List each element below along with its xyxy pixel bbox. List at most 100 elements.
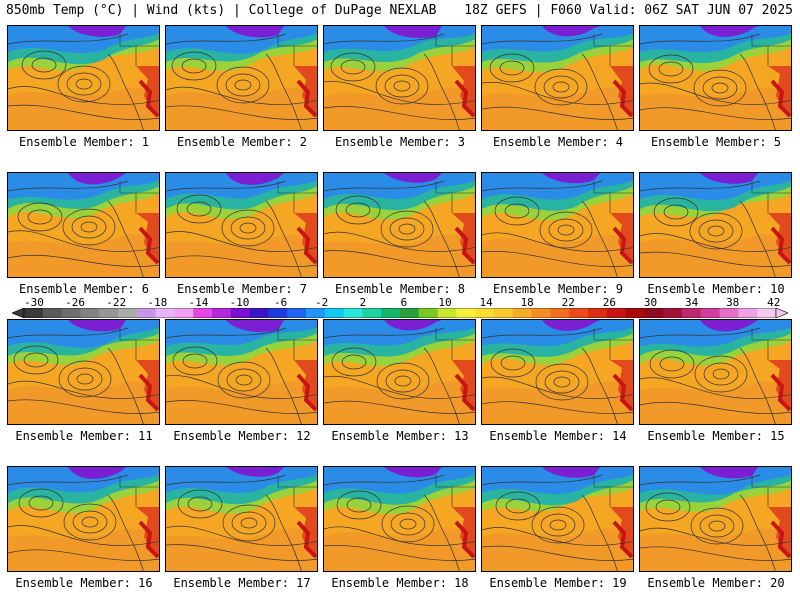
colorbar-swatch: [212, 308, 232, 318]
colorbar-swatch: [324, 308, 344, 318]
ensemble-member-label: Ensemble Member: 2: [176, 135, 308, 149]
ensemble-member-map: [481, 25, 634, 131]
ensemble-member-map: [481, 466, 634, 572]
colorbar-swatch: [193, 308, 213, 318]
colorbar-swatch: [663, 308, 683, 318]
temperature-colorbar: -30 -26 -22 -18 -14 -10 -6 -2 2 6 10 14 18 22 26 30 34 38…: [12, 296, 788, 320]
ensemble-member-label: Ensemble Member: 20: [647, 576, 785, 590]
colorbar-swatch: [569, 308, 589, 318]
colorbar-swatch: [625, 308, 645, 318]
colorbar-swatch: [588, 308, 608, 318]
colorbar-swatch: [606, 308, 626, 318]
colorbar-swatch: [155, 308, 175, 318]
colorbar-swatch: [437, 308, 457, 318]
colorbar-tick-label: 26: [602, 296, 617, 309]
colorbar-swatch: [42, 308, 62, 318]
ensemble-member-label: Ensemble Member: 17: [173, 576, 311, 590]
ensemble-member-map: [481, 172, 634, 278]
colorbar-tick-label: 42: [767, 296, 781, 309]
colorbar-swatch: [230, 308, 250, 318]
colorbar-swatch: [644, 308, 664, 318]
colorbar-tick-label: 34: [684, 296, 699, 309]
colorbar-swatch: [700, 308, 720, 318]
colorbar-swatch: [381, 308, 401, 318]
ensemble-member-label: Ensemble Member: 8: [334, 282, 466, 296]
ensemble-member-label: Ensemble Member: 3: [334, 135, 466, 149]
ensemble-member-map: [639, 25, 792, 131]
ensemble-member-label: Ensemble Member: 5: [650, 135, 782, 149]
colorbar-tick-label: 30: [643, 296, 658, 309]
colorbar-tick-label: 6: [400, 296, 408, 309]
colorbar-tick-label: 38: [726, 296, 740, 309]
ensemble-member-label: Ensemble Member: 15: [647, 429, 785, 443]
colorbar-tick-label: -10: [229, 296, 250, 309]
colorbar-swatch: [118, 308, 138, 318]
colorbar-swatch: [362, 308, 382, 318]
colorbar-tick-label: -30: [24, 296, 44, 309]
ensemble-member-label: Ensemble Member: 18: [331, 576, 469, 590]
colorbar-swatch: [475, 308, 495, 318]
colorbar-swatch: [99, 308, 119, 318]
ensemble-member-map: [639, 466, 792, 572]
colorbar-swatch: [550, 308, 570, 318]
colorbar-tick-label: -18: [147, 296, 168, 309]
colorbar-swatch: [400, 308, 420, 318]
ensemble-member-map: [165, 172, 318, 278]
ensemble-member-label: Ensemble Member: 4: [492, 135, 624, 149]
valid-time-label: 18Z GEFS | F060 Valid: 06Z SAT JUN 07 20…: [464, 3, 793, 18]
colorbar-tick-label: 22: [561, 296, 575, 309]
colorbar-swatch: [306, 308, 326, 318]
ensemble-member-map: [481, 319, 634, 425]
ensemble-member-map: [7, 172, 160, 278]
colorbar-tick-label: 14: [479, 296, 493, 309]
ensemble-member-map: [7, 319, 160, 425]
ensemble-member-label: Ensemble Member: 13: [331, 429, 469, 443]
colorbar-tick-label: -26: [65, 296, 86, 309]
ensemble-member-label: Ensemble Member: 14: [489, 429, 627, 443]
header: 850mb Temp (°C) | Wind (kts) | College o…: [0, 0, 800, 22]
ensemble-member-map: [165, 466, 318, 572]
ensemble-member-map: [165, 319, 318, 425]
ensemble-member-label: Ensemble Member: 7: [176, 282, 308, 296]
ensemble-member-map: [165, 25, 318, 131]
colorbar-swatch: [136, 308, 156, 318]
colorbar-swatch: [287, 308, 307, 318]
ensemble-member-map: [7, 466, 160, 572]
colorbar-swatch: [738, 308, 758, 318]
colorbar-swatch: [418, 308, 438, 318]
colorbar-tick-label: -14: [188, 296, 209, 309]
colorbar-swatch: [494, 308, 514, 318]
colorbar-tick-label: 18: [520, 296, 534, 309]
colorbar-tick-label: -2: [315, 296, 329, 309]
ensemble-member-map: [323, 172, 476, 278]
ensemble-member-map: [639, 172, 792, 278]
ensemble-member-map: [7, 25, 160, 131]
colorbar-swatch: [174, 308, 194, 318]
ensemble-member-label: Ensemble Member: 6: [18, 282, 150, 296]
ensemble-member-label: Ensemble Member: 10: [647, 282, 785, 296]
colorbar-swatch: [343, 308, 363, 318]
ensemble-member-label: Ensemble Member: 19: [489, 576, 627, 590]
ensemble-member-label: Ensemble Member: 9: [492, 282, 624, 296]
colorbar-swatch: [80, 308, 100, 318]
colorbar-bar: [12, 308, 788, 318]
colorbar-swatch: [61, 308, 81, 318]
ensemble-member-map: [323, 466, 476, 572]
colorbar-swatch: [268, 308, 288, 318]
colorbar-swatch: [682, 308, 702, 318]
colorbar-labels: -30 -26 -22 -18 -14 -10 -6 -2 2 6 10 14 18 22 26 30 34 38…: [12, 296, 788, 309]
ensemble-member-label: Ensemble Member: 1: [18, 135, 150, 149]
ensemble-member-map: [323, 319, 476, 425]
colorbar-tick-label: 10: [438, 296, 452, 309]
colorbar-tick-label: -6: [273, 296, 288, 309]
colorbar-swatch: [531, 308, 551, 318]
colorbar-swatch: [512, 308, 532, 318]
ensemble-member-label: Ensemble Member: 16: [15, 576, 153, 590]
ensemble-member-map: [639, 319, 792, 425]
colorbar-swatch: [249, 308, 269, 318]
colorbar-swatch: [456, 308, 476, 318]
colorbar-tick-label: -22: [106, 296, 127, 309]
colorbar-tick-label: 2: [359, 296, 367, 309]
colorbar-swatch: [719, 308, 739, 318]
ensemble-member-map: [323, 25, 476, 131]
